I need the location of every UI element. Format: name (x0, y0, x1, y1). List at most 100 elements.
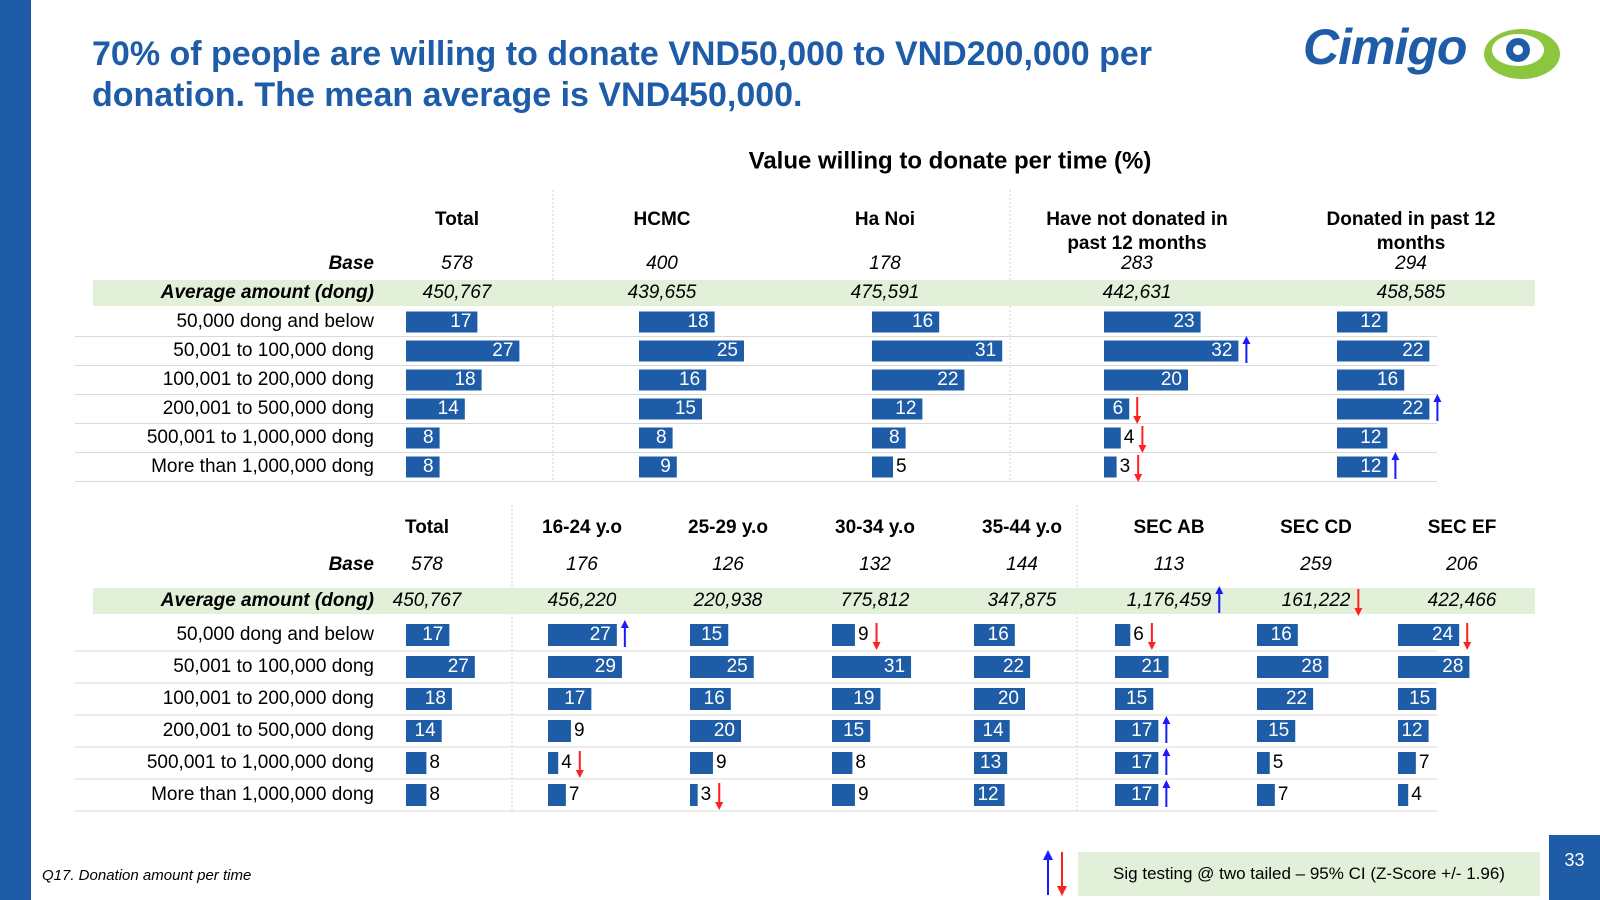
bar (1104, 340, 1239, 362)
bar (639, 340, 744, 362)
bar (548, 688, 592, 710)
base-label: Base (329, 554, 375, 575)
bar-value: 15 (675, 398, 696, 419)
bar (1104, 427, 1121, 449)
bar (1115, 720, 1159, 742)
column-header: HCMC (634, 209, 691, 230)
bar (1115, 752, 1159, 774)
bar (1337, 369, 1405, 391)
average-band (93, 280, 1535, 306)
base-value: 176 (566, 554, 598, 575)
sig-arrow-head (1162, 748, 1171, 756)
bar-value: 25 (727, 656, 748, 677)
bar (1257, 624, 1298, 646)
sig-arrow-head (1147, 642, 1156, 650)
bar (1104, 369, 1188, 391)
bar-value: 22 (1402, 398, 1423, 419)
bar-value: 8 (855, 752, 866, 773)
row-label: 500,001 to 1,000,000 dong (147, 752, 374, 773)
bar (548, 784, 566, 806)
bar-value: 18 (454, 369, 475, 390)
bar-value: 13 (980, 752, 1001, 773)
bar-value: 16 (1377, 369, 1398, 390)
sig-arrow-head (575, 770, 584, 778)
row-label: More than 1,000,000 dong (151, 456, 374, 477)
base-value: 259 (1299, 554, 1332, 575)
average-value: 442,631 (1103, 282, 1172, 303)
bar-value: 8 (889, 427, 900, 448)
average-value: 220,938 (693, 590, 763, 611)
bar-value: 12 (1401, 720, 1422, 741)
bar (406, 656, 475, 678)
sig-arrow-head (1463, 642, 1472, 650)
row-label: 50,001 to 100,000 dong (173, 656, 374, 677)
base-value: 283 (1120, 253, 1153, 274)
bar (832, 656, 912, 678)
bar (1257, 656, 1329, 678)
bar (1398, 752, 1416, 774)
column-header: SEC CD (1280, 517, 1352, 538)
base-value: 578 (411, 554, 443, 575)
bar (872, 398, 923, 420)
row-label: 50,000 dong and below (176, 311, 374, 332)
bar (639, 427, 673, 449)
bar-value: 17 (422, 624, 443, 645)
sig-arrow-head (620, 620, 629, 628)
bar (1115, 688, 1154, 710)
bar (1337, 398, 1430, 420)
bar-value: 15 (1409, 688, 1430, 709)
sig-arrow-head (1162, 780, 1171, 788)
bar-value: 17 (564, 688, 585, 709)
bar-value: 4 (561, 752, 572, 773)
bar (690, 624, 729, 646)
bar-value: 17 (1131, 752, 1152, 773)
bar (974, 752, 1008, 774)
bar-value: 20 (1161, 369, 1182, 390)
sig-arrow-head (1133, 416, 1142, 424)
sig-arrow-head (1433, 394, 1442, 402)
bar-value: 8 (656, 427, 667, 448)
bar (406, 369, 482, 391)
bar-value: 31 (975, 340, 996, 361)
row-label: 100,001 to 200,000 dong (163, 688, 374, 709)
row-label: 50,000 dong and below (176, 624, 374, 645)
bar-value: 28 (1301, 656, 1322, 677)
bar-value: 14 (983, 720, 1005, 741)
column-header: SEC AB (1133, 517, 1204, 538)
bar (406, 340, 520, 362)
page-number: 33 (1549, 835, 1600, 900)
bar (639, 398, 702, 420)
bar (690, 688, 731, 710)
bar-value: 4 (1411, 784, 1422, 805)
bar-value: 6 (1113, 398, 1124, 419)
sig-arrow-head (1138, 445, 1147, 453)
bar-value: 17 (1131, 784, 1152, 805)
bar (406, 456, 440, 478)
bar-value: 22 (1003, 656, 1024, 677)
bar-value: 12 (1360, 456, 1381, 477)
bar-value: 9 (716, 752, 727, 773)
bar (1337, 456, 1388, 478)
bar (832, 784, 855, 806)
bar (1115, 624, 1131, 646)
bar-value: 9 (574, 720, 585, 741)
bar (1337, 311, 1388, 333)
column-header: Donated in past 12 months (1327, 209, 1496, 254)
bar (974, 688, 1025, 710)
base-value: 126 (712, 554, 744, 575)
base-value: 132 (859, 554, 891, 575)
bar (1398, 720, 1429, 742)
average-value: 439,655 (628, 282, 697, 303)
bar (1115, 656, 1169, 678)
sig-arrow-head (715, 802, 724, 810)
bar-value: 22 (937, 369, 958, 390)
bar-value: 15 (701, 624, 722, 645)
average-label: Average amount (dong) (160, 590, 374, 611)
bar-value: 9 (858, 784, 869, 805)
sig-arrow-head (1242, 336, 1251, 344)
bar-value: 24 (1432, 624, 1454, 645)
bar (1398, 624, 1460, 646)
bar (406, 720, 442, 742)
bar (406, 311, 478, 333)
slide-title: 70% of people are willing to donate VND5… (92, 35, 1152, 114)
